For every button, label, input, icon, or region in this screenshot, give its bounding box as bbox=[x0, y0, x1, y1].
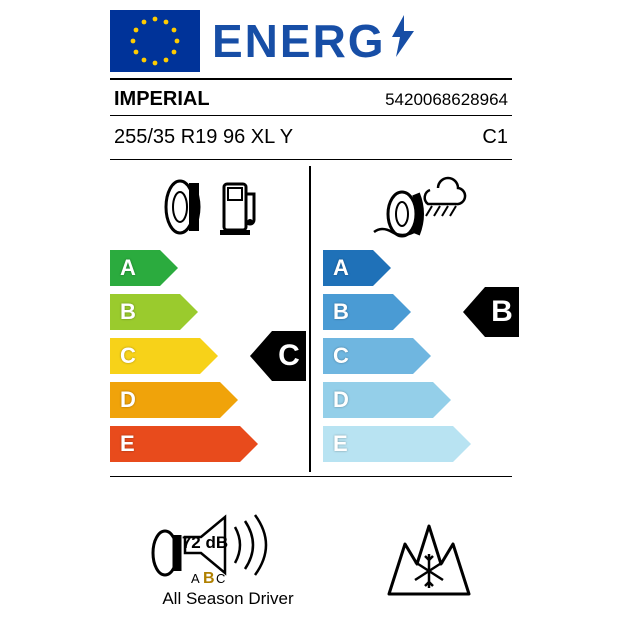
tyre-class: C1 bbox=[482, 126, 508, 149]
divider bbox=[110, 78, 512, 80]
grade-row-e: E bbox=[110, 422, 309, 466]
tyre-icon bbox=[160, 177, 212, 237]
snow-symbol bbox=[379, 514, 479, 609]
grade-row-d: D bbox=[323, 378, 512, 422]
grade-row-d: D bbox=[110, 378, 309, 422]
product-name: All Season Driver bbox=[143, 585, 313, 609]
wet-grip-column: ABBCDE bbox=[311, 166, 512, 472]
noise-icon: 72 dB A B C bbox=[143, 495, 313, 585]
wet-bars: ABBCDE bbox=[323, 242, 512, 466]
rain-tyre-icon bbox=[368, 176, 468, 238]
fuel-icon-row bbox=[110, 172, 309, 242]
divider bbox=[110, 159, 512, 160]
charts: ABCCDE ABBCDE bbox=[110, 166, 512, 472]
noise-block: 72 dB A B C All Season Driver bbox=[143, 495, 313, 609]
grade-row-e: E bbox=[323, 422, 512, 466]
fuel-pump-icon bbox=[220, 178, 260, 236]
grade-row-c: C bbox=[323, 334, 512, 378]
divider bbox=[110, 115, 512, 116]
ean: 5420068628964 bbox=[385, 90, 508, 110]
brand: IMPERIAL bbox=[114, 88, 210, 111]
energ-text: ENERG bbox=[212, 15, 386, 67]
bolt-icon bbox=[386, 14, 420, 68]
grade-row-b: BB bbox=[323, 290, 512, 334]
grade-row-a: A bbox=[323, 246, 512, 290]
tyre-size: 255/35 R19 96 XL Y bbox=[114, 126, 293, 149]
brand-row: IMPERIAL 5420068628964 bbox=[110, 86, 512, 113]
energy-wordmark: ENERG bbox=[212, 14, 420, 68]
grade-row-a: A bbox=[110, 246, 309, 290]
wet-icon-row bbox=[323, 172, 512, 242]
grade-row-c: CC bbox=[110, 334, 309, 378]
rating-badge: C bbox=[250, 331, 306, 381]
eu-flag bbox=[110, 10, 200, 72]
rating-badge: B bbox=[463, 287, 519, 337]
eu-tyre-label: ENERG IMPERIAL 5420068628964 255/35 R19 … bbox=[0, 0, 640, 640]
eu-stars-icon bbox=[125, 11, 185, 71]
bottom-row: 72 dB A B C All Season Driver bbox=[110, 477, 512, 609]
header: ENERG bbox=[110, 10, 640, 72]
3pmsf-icon bbox=[379, 514, 479, 604]
svg-text:72 dB: 72 dB bbox=[182, 533, 228, 552]
svg-text:C: C bbox=[216, 571, 225, 585]
grade-row-b: B bbox=[110, 290, 309, 334]
svg-text:A: A bbox=[191, 571, 200, 585]
fuel-efficiency-column: ABCCDE bbox=[110, 166, 311, 472]
size-row: 255/35 R19 96 XL Y C1 bbox=[110, 122, 512, 157]
fuel-bars: ABCCDE bbox=[110, 242, 309, 466]
svg-text:B: B bbox=[203, 570, 215, 585]
